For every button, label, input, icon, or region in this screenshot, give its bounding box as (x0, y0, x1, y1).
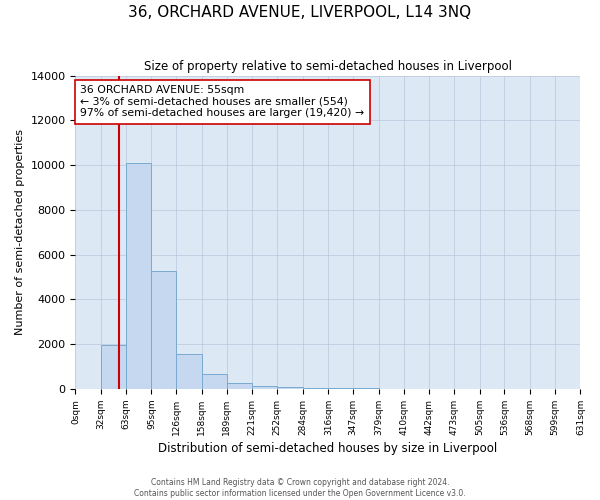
Bar (126, 163, 151, 389)
Text: 36, ORCHARD AVENUE, LIVERPOOL, L14 3NQ: 36, ORCHARD AVENUE, LIVERPOOL, L14 3NQ (128, 5, 472, 20)
X-axis label: Distribution of semi-detached houses by size in Liverpool: Distribution of semi-detached houses by … (158, 442, 497, 455)
Bar (176, 354, 202, 389)
Text: Contains HM Land Registry data © Crown copyright and database right 2024.
Contai: Contains HM Land Registry data © Crown c… (134, 478, 466, 498)
Bar (227, 384, 253, 389)
Bar (151, 272, 176, 389)
Bar (353, 388, 379, 389)
Text: 36 ORCHARD AVENUE: 55sqm
← 3% of semi-detached houses are smaller (554)
97% of s: 36 ORCHARD AVENUE: 55sqm ← 3% of semi-de… (80, 85, 365, 118)
Bar (277, 387, 303, 389)
Bar (303, 388, 328, 389)
Bar (202, 374, 227, 389)
Bar (101, 346, 126, 389)
Y-axis label: Number of semi-detached properties: Number of semi-detached properties (15, 130, 25, 336)
Title: Size of property relative to semi-detached houses in Liverpool: Size of property relative to semi-detach… (144, 60, 512, 73)
Bar (253, 386, 277, 389)
Bar (328, 388, 353, 389)
